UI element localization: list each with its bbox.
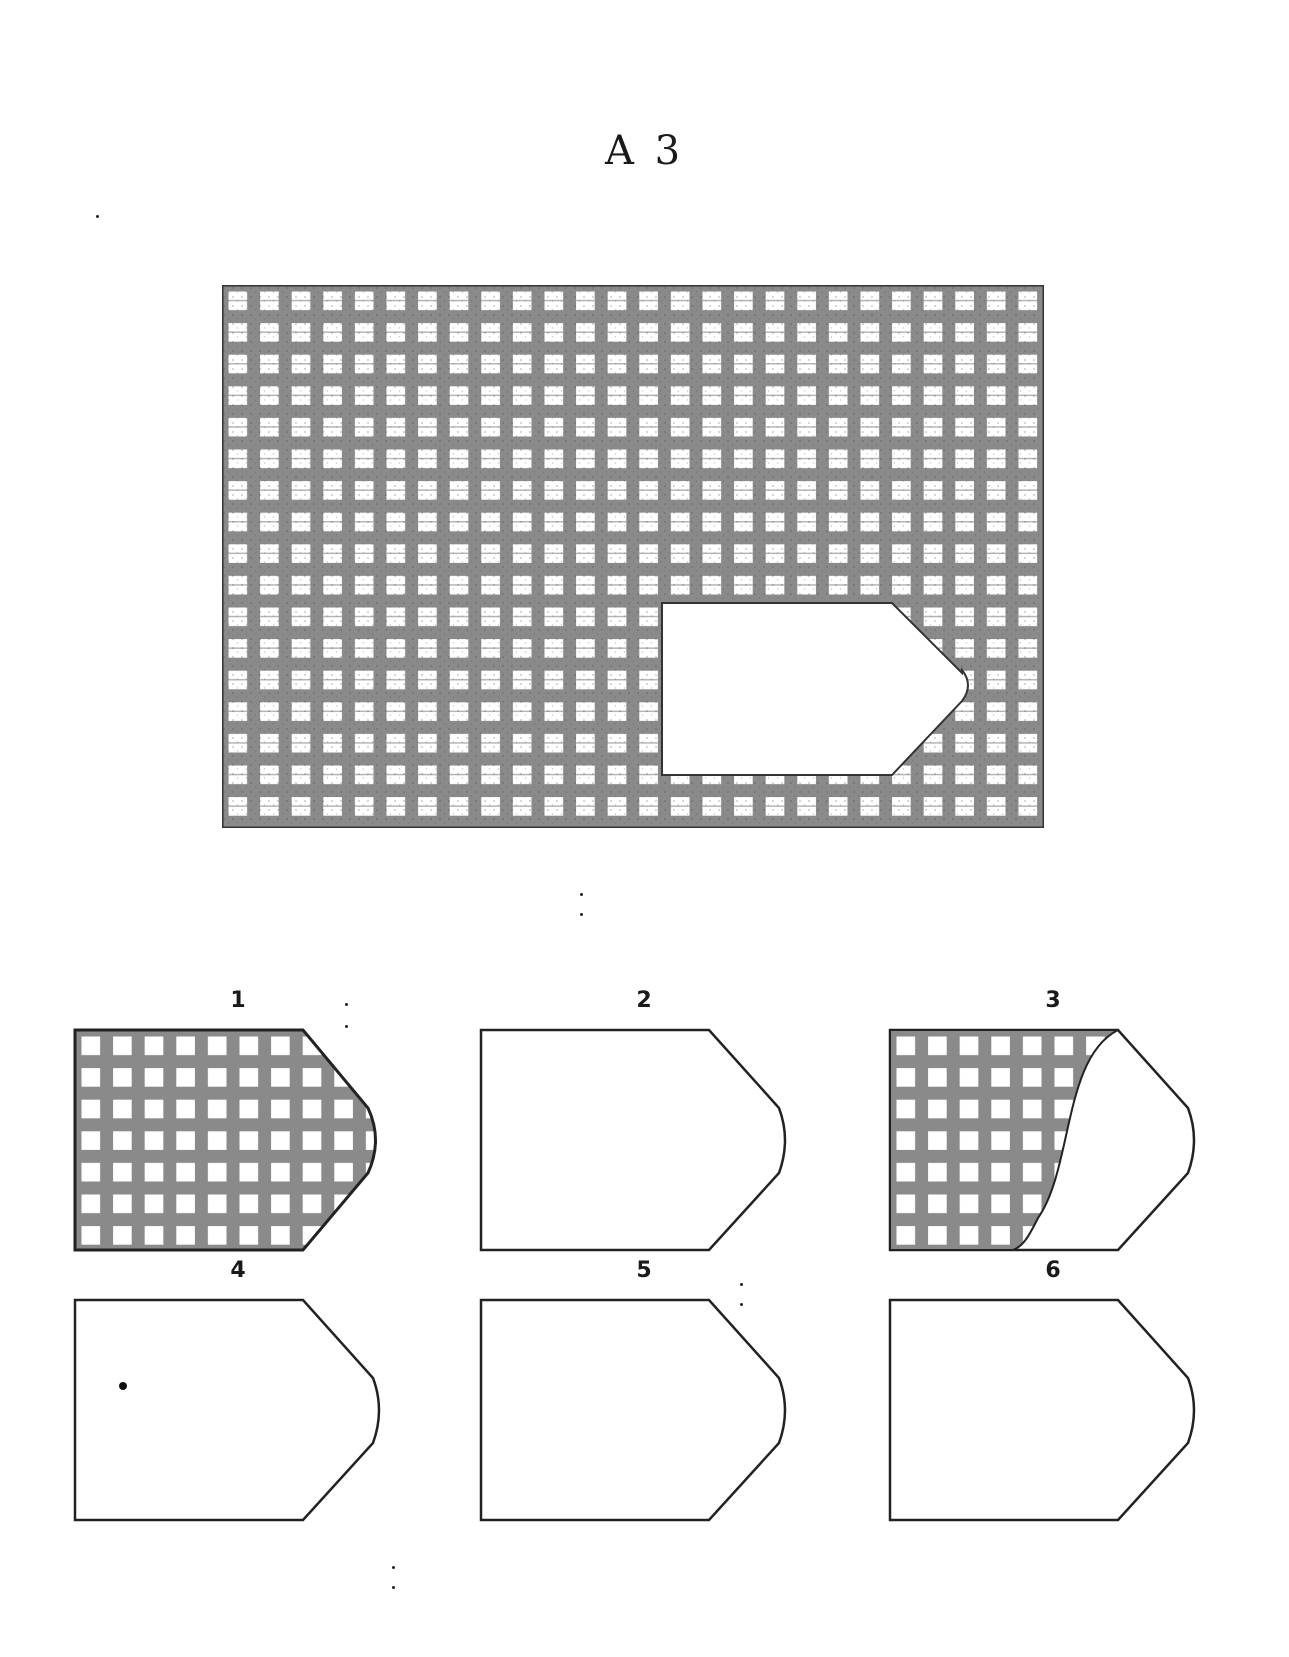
option-shape	[479, 1298, 787, 1522]
option-number: 6	[1045, 1258, 1061, 1283]
scan-speck	[740, 1303, 743, 1306]
main-pattern-figure	[222, 285, 1044, 828]
answer-option-6[interactable]: 6	[888, 1258, 1218, 1523]
option-number: 2	[636, 988, 652, 1013]
answer-option-3[interactable]: 3	[888, 988, 1218, 1253]
scan-speck	[345, 1025, 348, 1028]
scan-speck	[392, 1566, 395, 1569]
missing-piece-hole	[661, 602, 969, 776]
option-shape	[479, 1028, 787, 1252]
answer-option-2[interactable]: 2	[479, 988, 809, 1253]
option-shape	[73, 1028, 377, 1252]
answer-option-1[interactable]: 1	[73, 988, 403, 1253]
option-number: 4	[230, 1258, 246, 1283]
scan-speck	[580, 913, 583, 916]
scan-speck	[740, 1283, 743, 1286]
scan-speck	[392, 1586, 395, 1589]
option-number: 5	[636, 1258, 652, 1283]
scan-speck	[345, 1003, 348, 1006]
answer-option-5[interactable]: 5	[479, 1258, 809, 1523]
option-number: 1	[230, 988, 246, 1013]
page-title: A 3	[604, 128, 685, 174]
answer-option-4[interactable]: 4	[73, 1258, 403, 1523]
option-number: 3	[1045, 988, 1061, 1013]
option-shape	[888, 1028, 1196, 1252]
scan-speck	[580, 893, 583, 896]
option-shape	[73, 1298, 381, 1522]
scan-speck	[96, 215, 99, 218]
option-shape	[888, 1298, 1196, 1522]
